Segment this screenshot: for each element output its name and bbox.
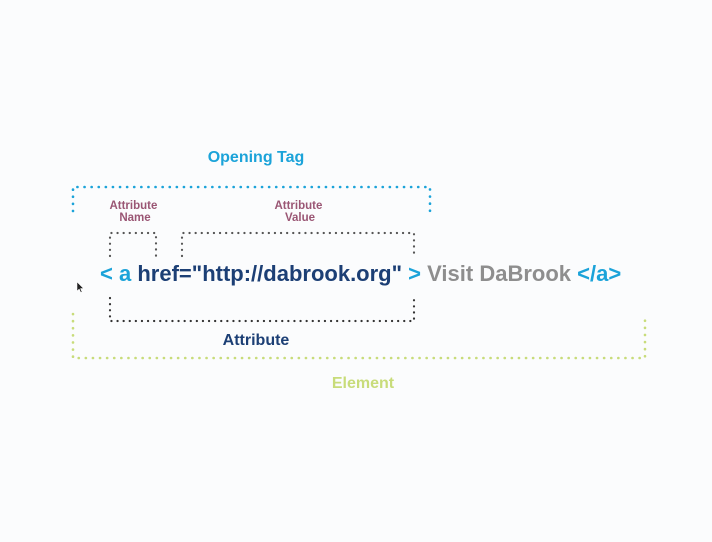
mouse-cursor-icon — [76, 281, 85, 293]
element-label: Element — [332, 375, 395, 392]
element-bracket — [71, 312, 647, 360]
element-content: Visit DaBrook — [427, 261, 572, 286]
close-angle-bracket: > — [408, 261, 421, 286]
attribute-value-bracket — [180, 231, 416, 258]
code-line: < a href="http://dabrook.org" > Visit Da… — [100, 261, 621, 286]
closing-tag: </a> — [577, 261, 621, 286]
open-angle-bracket: < — [100, 261, 113, 286]
attribute-name-label-line2: Name — [119, 212, 150, 224]
attribute-label: Attribute — [223, 332, 290, 349]
attribute-name-label: Attribute Name — [109, 200, 160, 224]
attribute-name-label-line1: Attribute — [109, 200, 157, 212]
attribute-assignment: href="http://dabrook.org" — [137, 261, 402, 286]
attribute-value-label-line2: Value — [285, 212, 315, 224]
attribute-name-bracket — [108, 231, 158, 258]
tag-name: a — [119, 261, 132, 286]
attribute-value-label-line1: Attribute — [274, 200, 322, 212]
attribute-value-label: Attribute Value — [274, 200, 325, 224]
opening-tag-label: Opening Tag — [208, 149, 305, 166]
attribute-bracket — [108, 296, 416, 323]
